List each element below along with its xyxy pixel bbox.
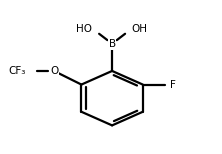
Text: B: B [109, 39, 116, 49]
Text: OH: OH [132, 24, 148, 34]
Text: F: F [170, 80, 176, 90]
Text: CF₃: CF₃ [8, 66, 26, 76]
Text: O: O [50, 66, 58, 76]
Text: HO: HO [76, 24, 92, 34]
